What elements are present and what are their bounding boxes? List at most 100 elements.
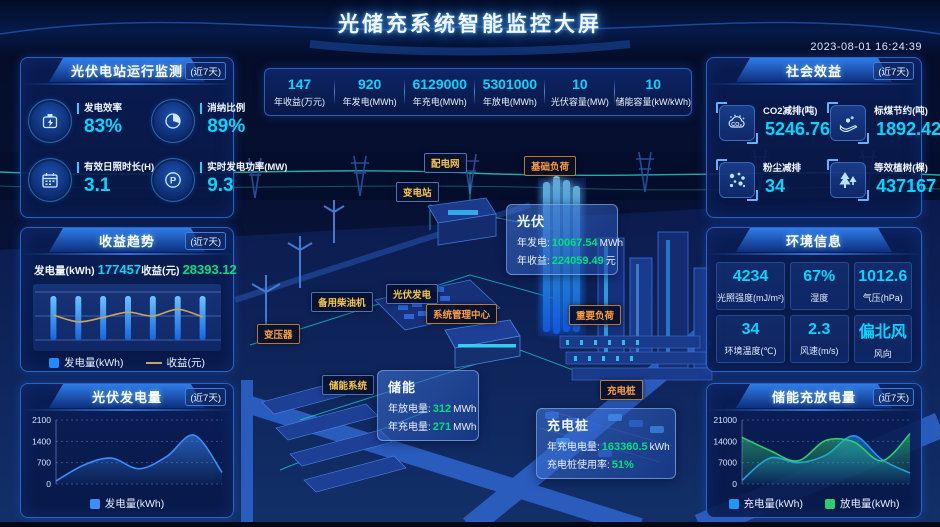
stat-coal-saving: 标煤节约(吨) 1892.42 bbox=[827, 94, 940, 151]
panel-pv-monitor: 光伏电站运行监测 (近7天) 发电效率 83% 消纳比例 89% 有效日照时长( bbox=[20, 57, 287, 218]
scene-badge-backup-diesel[interactable]: 备用柴油机 bbox=[311, 292, 373, 312]
stat-gen-efficiency: 发电效率 83% bbox=[31, 92, 154, 149]
range-tag: (近7天) bbox=[873, 388, 914, 406]
pv-generation-chart: 0 700 1400 2100 bbox=[32, 415, 223, 489]
revenue-chart-box bbox=[33, 284, 221, 351]
panel-title: 环境信息 bbox=[736, 228, 892, 252]
pv-tooltip: 光伏 年发电: 10067.54 MWh 年收益: 224059.49 元 bbox=[506, 204, 624, 275]
datetime: 2023-08-01 16:24:39 bbox=[810, 41, 922, 53]
co2-icon: CO₂ bbox=[716, 101, 758, 144]
kpi-annual-revenue: 147 年收益(万元) bbox=[274, 76, 326, 107]
env-pressure: 1012.6 气压(hPa) bbox=[853, 262, 912, 310]
coal-saving-icon bbox=[827, 101, 870, 144]
svg-text:21000: 21000 bbox=[713, 415, 737, 425]
legend-generation[interactable]: 发电量(kWh) bbox=[89, 496, 164, 511]
divider bbox=[544, 79, 546, 105]
divider bbox=[334, 79, 336, 105]
legend-generation[interactable]: 发电量(kWh) bbox=[49, 355, 124, 370]
storage-tooltip: 储能 年放电量: 312 MWh 年充电量: 271 MWh bbox=[377, 370, 479, 441]
stat-sunshine-hours: 有效日照时长(H) 3.1 bbox=[31, 151, 154, 208]
panel-title: 收益趋势 bbox=[49, 228, 205, 252]
power-icon: P bbox=[154, 160, 193, 199]
panel-title: 社会效益 bbox=[736, 58, 892, 82]
kpi-pv-capacity: 10 光伏容量(MW) bbox=[550, 76, 609, 107]
pv-tooltip-row: 年收益: 224059.49 元 bbox=[517, 255, 616, 267]
env-wind-speed: 2.3 风速(m/s) bbox=[790, 315, 849, 363]
env-temperature: 34 环境温度(℃) bbox=[716, 315, 785, 363]
env-wind-direction: 偏北风 风向 bbox=[853, 315, 912, 363]
summary-generation: 发电量(kWh) 177457 bbox=[34, 262, 142, 277]
charger-tooltip-row: 年充电电量: 163360.5 kWh bbox=[547, 441, 670, 453]
tree-icon bbox=[827, 158, 870, 201]
dust-icon bbox=[716, 158, 758, 201]
scene-badge-storage-system[interactable]: 储能系统 bbox=[322, 375, 375, 395]
stat-realtime-power: P 实时发电功率(MW) 9.3 bbox=[154, 151, 287, 208]
pie-chart-icon bbox=[154, 101, 193, 140]
stat-consumption-ratio: 消纳比例 89% bbox=[154, 92, 287, 149]
kpi-storage-capacity: 10 储能容量(kW/kWh) bbox=[615, 76, 691, 107]
divider bbox=[614, 79, 616, 105]
divider bbox=[474, 79, 476, 105]
svg-text:2100: 2100 bbox=[32, 415, 51, 425]
svg-text:14000: 14000 bbox=[713, 436, 737, 446]
pv-tooltip-row: 年发电: 10067.54 MWh bbox=[517, 237, 624, 249]
stat-co2-reduction: CO₂ CO2减排(吨) 5246.76 bbox=[716, 94, 830, 151]
panel-storage-chart: 储能充放电量 (近7天) 0 7000 14000 21000 充电量(kWh) 放电… bbox=[706, 383, 922, 518]
panel-environment: 环境信息 4234 光照强度(mJ/m²) 67% 湿度 1012.6 气压(hPa)… bbox=[706, 227, 922, 372]
scene-badge-substation[interactable]: 变电站 bbox=[396, 182, 439, 202]
range-tag: (近7天) bbox=[185, 388, 226, 406]
env-humidity: 67% 湿度 bbox=[790, 262, 849, 310]
storage-tooltip-row: 年充电量: 271 MWh bbox=[388, 421, 477, 433]
line-swatch bbox=[145, 361, 162, 364]
scene-badge-important-load[interactable]: 重要负荷 bbox=[569, 305, 622, 325]
legend-discharge[interactable]: 放电量(kWh) bbox=[825, 496, 900, 511]
panel-title: 储能充放电量 bbox=[736, 384, 892, 408]
panel-revenue-trend: 收益趋势 (近7天) 发电量(kWh) 177457 收益(元) 28393.12 … bbox=[20, 227, 237, 372]
legend-revenue[interactable]: 收益(元) bbox=[145, 355, 205, 370]
scene-badge-base-load[interactable]: 基础负荷 bbox=[524, 156, 577, 176]
svg-text:1400: 1400 bbox=[32, 436, 51, 446]
footer-strip bbox=[0, 522, 940, 527]
kpi-bar: 147 年收益(万元) 920 年发电(MWh) 6129000 年充电(MWh) 5… bbox=[264, 68, 692, 116]
storage-tooltip-title: 储能 bbox=[388, 380, 417, 395]
svg-text:700: 700 bbox=[37, 458, 51, 468]
page-title: 光储充系统智能监控大屏 bbox=[338, 13, 602, 36]
kpi-annual-charge: 6129000 年充电(MWh) bbox=[412, 76, 467, 107]
storage-chart: 0 7000 14000 21000 bbox=[713, 415, 911, 489]
svg-text:P: P bbox=[170, 175, 177, 186]
calendar-icon bbox=[31, 160, 69, 199]
scene-badge-system-mgmt[interactable]: 系统管理中心 bbox=[426, 304, 498, 324]
charger-tooltip-title: 充电桩 bbox=[547, 418, 590, 433]
divider bbox=[404, 79, 406, 105]
stat-tree-equivalent: 等效植树(棵) 437167 bbox=[827, 151, 940, 208]
storage-tooltip-row: 年放电量: 312 MWh bbox=[388, 403, 477, 415]
range-tag: (近7天) bbox=[185, 232, 226, 250]
panel-social-benefit: 社会效益 (近7天) CO₂ CO2减排(吨) 5246.76 标煤节约(吨) 18… bbox=[706, 57, 940, 218]
header-decor bbox=[0, 21, 940, 56]
panel-title: 光伏发电量 bbox=[49, 384, 205, 408]
summary-revenue: 收益(元) 28393.12 bbox=[141, 262, 237, 277]
svg-text:CO₂: CO₂ bbox=[731, 122, 742, 128]
env-irradiance: 4234 光照强度(mJ/m²) bbox=[716, 262, 785, 310]
scene-badge-charging-pile[interactable]: 充电桩 bbox=[600, 380, 643, 400]
revenue-chart bbox=[35, 291, 221, 341]
range-tag: (近7天) bbox=[185, 62, 226, 80]
legend-charge[interactable]: 充电量(kWh) bbox=[728, 496, 803, 511]
scene-badge-pv-generation[interactable]: 光伏发电 bbox=[386, 284, 439, 304]
scene-badge-transformer[interactable]: 变压器 bbox=[257, 324, 300, 344]
range-tag: (近7天) bbox=[873, 62, 914, 80]
panel-pv-generation: 光伏发电量 (近7天) 0 700 1400 2100 发电量(kWh) bbox=[20, 383, 234, 518]
stat-dust-reduction: 粉尘减排 34 bbox=[716, 151, 830, 208]
header: 光储充系统智能监控大屏 2023-08-01 16:24:39 bbox=[0, 0, 940, 56]
svg-text:0: 0 bbox=[46, 479, 51, 489]
kpi-annual-generation: 920 年发电(MWh) bbox=[342, 76, 397, 107]
svg-text:7000: 7000 bbox=[718, 458, 737, 468]
pv-tooltip-title: 光伏 bbox=[517, 214, 546, 229]
scene-badge-distribution-grid[interactable]: 配电网 bbox=[424, 153, 467, 173]
svg-text:0: 0 bbox=[732, 479, 737, 489]
panel-title: 光伏电站运行监测 bbox=[49, 58, 205, 82]
charger-tooltip: 充电桩 年充电电量: 163360.5 kWh 充电桩使用率: 51% bbox=[536, 408, 676, 479]
kpi-annual-discharge: 5301000 年放电(MWh) bbox=[482, 76, 538, 107]
charger-tooltip-row: 充电桩使用率: 51% bbox=[547, 459, 634, 471]
